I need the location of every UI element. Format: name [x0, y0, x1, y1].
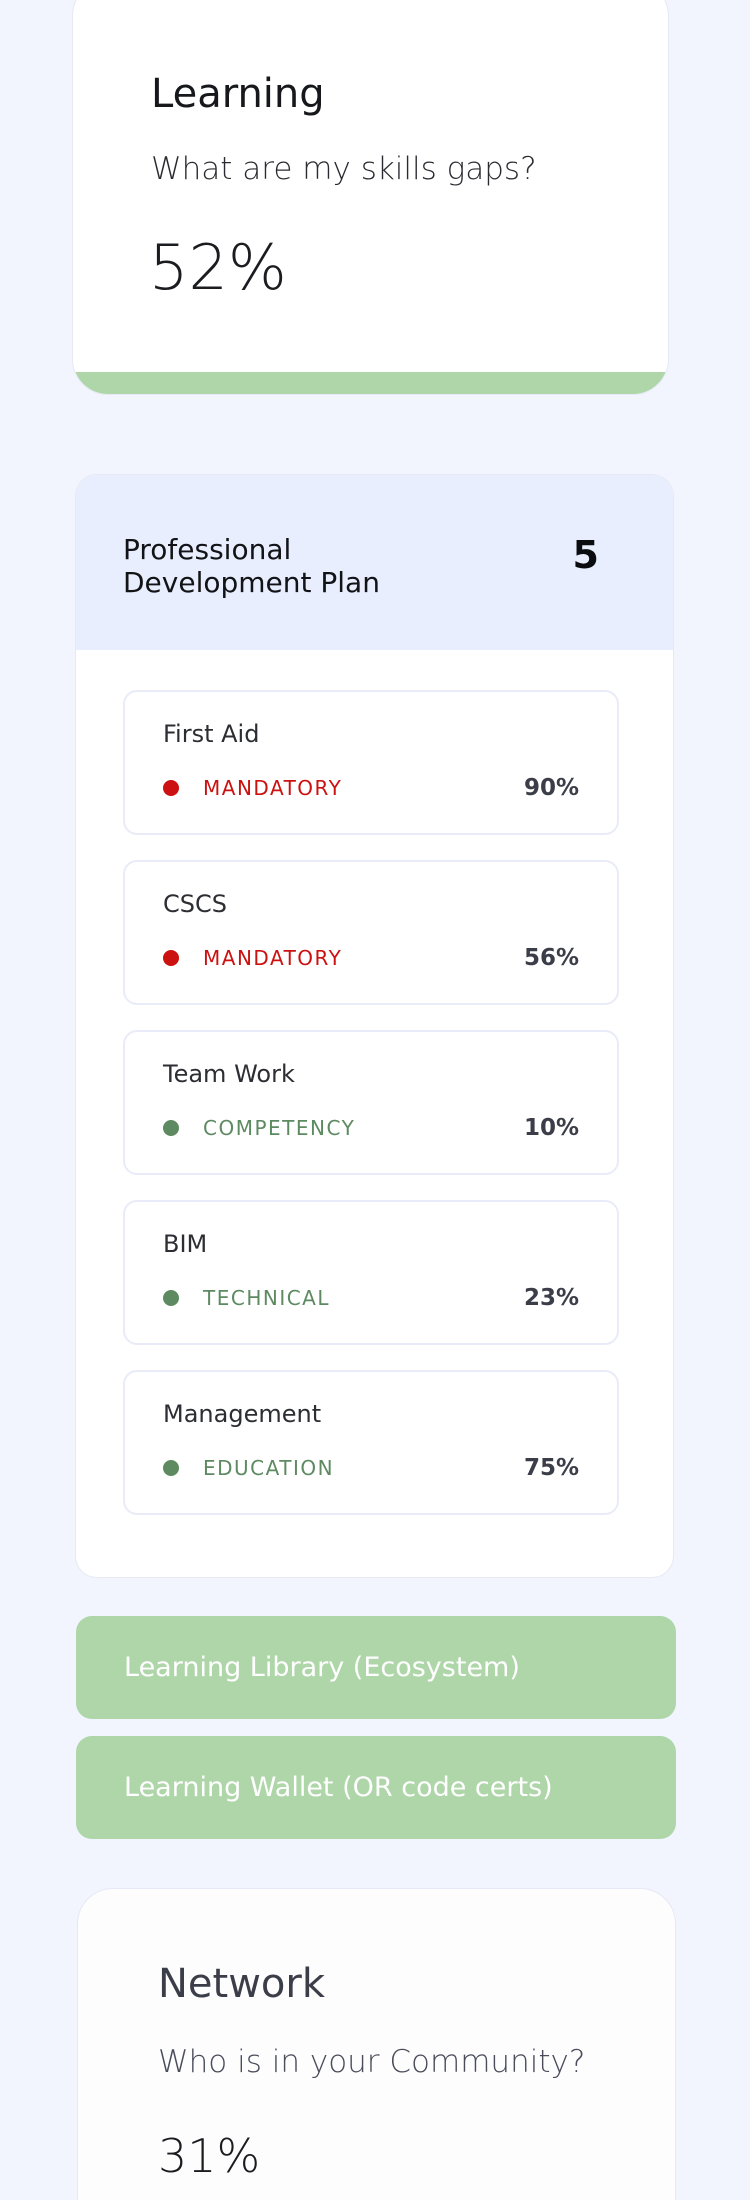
pdp-item-team-work[interactable]: Team Work COMPETENCY 10% [123, 1030, 619, 1175]
pdp-item-name: Management [163, 1400, 322, 1428]
pdp-item-bim[interactable]: BIM TECHNICAL 23% [123, 1200, 619, 1345]
learning-question: What are my skills gaps? [151, 151, 537, 187]
status-dot-icon [163, 950, 179, 966]
pdp-item-category: MANDATORY [203, 776, 343, 800]
network-card[interactable]: Network Who is in your Community? 31% [77, 1888, 676, 2200]
pdp-item-category: MANDATORY [203, 946, 343, 970]
pdp-item-percent: 23% [523, 1285, 579, 1311]
pdp-item-name: BIM [163, 1230, 208, 1258]
pdp-list: First Aid MANDATORY 90% CSCS MANDATORY 5… [123, 690, 619, 1540]
status-dot-icon [163, 1290, 179, 1306]
pdp-card: Professional Development Plan 5 First Ai… [75, 474, 674, 1578]
pdp-item-percent: 56% [523, 945, 579, 971]
learning-percent: 52% [149, 231, 287, 304]
pdp-item-name: First Aid [163, 720, 260, 748]
learning-title: Learning [151, 71, 325, 117]
pdp-item-percent: 10% [523, 1115, 579, 1141]
pdp-count: 5 [572, 533, 599, 577]
pdp-item-name: CSCS [163, 890, 227, 918]
pdp-item-category: COMPETENCY [203, 1116, 356, 1140]
pdp-item-management[interactable]: Management EDUCATION 75% [123, 1370, 619, 1515]
network-title: Network [158, 1961, 326, 2007]
pdp-item-category: TECHNICAL [203, 1286, 331, 1310]
pdp-item-percent: 75% [523, 1455, 579, 1481]
network-question: Who is in your Community? [158, 2044, 586, 2080]
learning-wallet-button[interactable]: Learning Wallet (OR code certs) [76, 1736, 676, 1839]
learning-library-button[interactable]: Learning Library (Ecosystem) [76, 1616, 676, 1719]
learning-progress-bar [73, 372, 668, 394]
pdp-item-category: EDUCATION [203, 1456, 335, 1480]
learning-card[interactable]: Learning What are my skills gaps? 52% [72, 0, 669, 395]
pdp-title: Professional Development Plan [123, 533, 380, 599]
pdp-header[interactable]: Professional Development Plan 5 [76, 475, 673, 650]
status-dot-icon [163, 1460, 179, 1476]
network-percent: 31% [158, 2129, 261, 2183]
pdp-item-first-aid[interactable]: First Aid MANDATORY 90% [123, 690, 619, 835]
pdp-item-cscs[interactable]: CSCS MANDATORY 56% [123, 860, 619, 1005]
status-dot-icon [163, 1120, 179, 1136]
pdp-item-name: Team Work [163, 1060, 295, 1088]
pdp-item-percent: 90% [523, 775, 579, 801]
status-dot-icon [163, 780, 179, 796]
learning-progress-fill [73, 372, 668, 394]
